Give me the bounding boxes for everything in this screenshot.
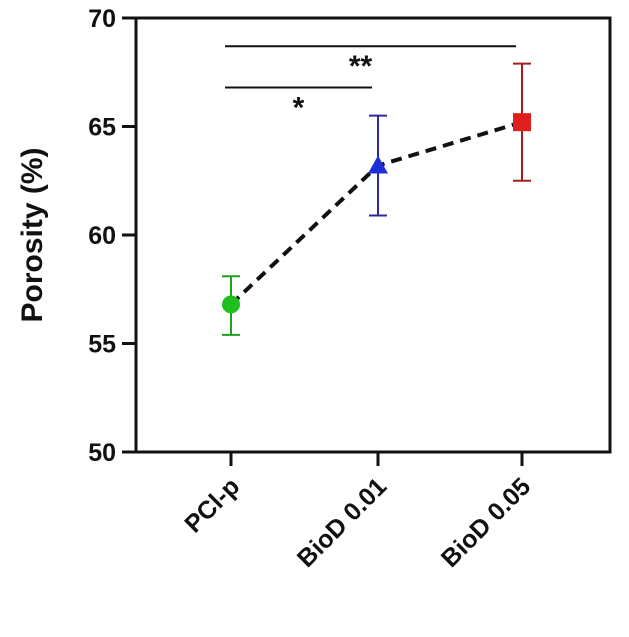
y-axis-title: Porosity (%)	[16, 147, 49, 322]
y-tick-label: 50	[88, 439, 116, 467]
x-tick-label: BioD 0.01	[292, 472, 392, 572]
significance-brackets: ***	[225, 45, 516, 124]
data-markers	[222, 113, 531, 314]
x-tick-label: BioD 0.05	[436, 472, 536, 572]
significance-label: *	[293, 91, 305, 124]
error-bars	[222, 62, 531, 336]
y-axis-ticks: 50 55 60 65 70	[88, 5, 136, 467]
x-axis-ticks: PCl-p BioD 0.01 BioD 0.05	[179, 452, 536, 573]
y-tick-label: 70	[88, 5, 116, 33]
data-point-square	[513, 113, 531, 132]
y-tick-label: 65	[88, 114, 116, 142]
significance-label: **	[349, 50, 373, 83]
x-tick-label: PCl-p	[179, 472, 245, 538]
y-tick-label: 55	[88, 331, 116, 359]
plot-frame	[134, 16, 612, 454]
data-point-triangle	[368, 155, 388, 174]
y-tick-label: 60	[88, 222, 116, 250]
series-connector-line	[229, 120, 523, 306]
data-point-circle	[222, 295, 240, 314]
connector-layer	[229, 120, 523, 306]
